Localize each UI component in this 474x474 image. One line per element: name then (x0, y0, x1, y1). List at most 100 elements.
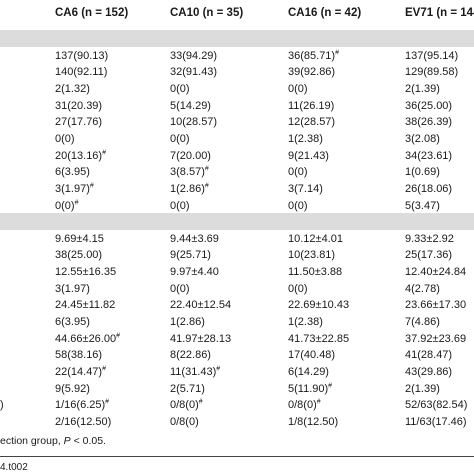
table-cell: 6(3.95) (55, 316, 90, 328)
table-row: 58(38.16) 8(22.86) 17(40.48) 41(28.47) (0, 347, 474, 365)
bottom-rule (0, 456, 474, 457)
table-row: 0(0) 0(0) 1(2.38) 3(2.08) (0, 131, 474, 149)
table-cell: 1/8(12.50) (288, 416, 339, 428)
table-cell: 26(18.06) (405, 183, 453, 195)
table-cell: 9.44±3.69 (170, 233, 219, 245)
table-cell: 0(0) (55, 133, 75, 145)
significance-mark: # (89, 182, 94, 190)
table-cell: 34(23.61) (405, 150, 453, 162)
significance-mark: # (102, 149, 106, 157)
table-cell: 0(0) (170, 83, 190, 95)
table-cell: ) (0, 399, 4, 411)
table-cell: 0(0) (170, 200, 190, 212)
table-cell: 2(1.32) (55, 83, 90, 95)
table-row: ) 1/16(6.25)# 0/8(0)# 0/8(0)# 52/63(82.54) (0, 397, 474, 415)
table-row: 3(1.97)# 1(2.86)# 3(7.14) 26(18.06) (0, 181, 474, 199)
table-cell: 38(26.39) (405, 116, 453, 128)
table-row: 24.45±11.82 22.40±12.54 22.69±10.43 23.66±1… (0, 297, 474, 315)
table-cell: 24.45±11.82 (55, 299, 116, 311)
table-cell: 36(85.71)# (288, 49, 339, 62)
table-cell: 11.50±3.88 (288, 266, 343, 278)
cell-value: 36(85.71) (288, 50, 336, 62)
table-row: 9.69±4.15 9.44±3.69 10.12±4.01 9.33±2.92 (0, 231, 474, 249)
table-row: 20(13.16)# 7(20.00) 9(21.43) 34(23.61) (0, 148, 474, 166)
significance-mark: # (216, 365, 221, 373)
table-row: 0(0)# 0(0) 0(0) 5(3.47) (0, 198, 474, 216)
table-header: CA6 (n = 152) CA10 (n = 35) CA16 (n = 42… (0, 2, 474, 22)
table-cell: 36(25.00) (405, 100, 453, 112)
table-row: 6(3.95) 3(8.57)# 0(0) 1(0.69) (0, 164, 474, 182)
cell-value: 1(2.86) (170, 183, 205, 195)
table-cell: 9.97±4.40 (170, 266, 219, 278)
significance-mark: # (105, 398, 110, 406)
table-row: 38(25.00) 9(25.71) 10(23.81) 25(17.36) (0, 247, 474, 265)
table-cell: 0(0) (288, 283, 308, 295)
table-cell: 1(2.38) (288, 133, 323, 145)
header-ev71: EV71 (n = 144 (405, 7, 474, 19)
table-row: 2/16(12.50) 0/8(0) 1/8(12.50) 11/63(17.46) (0, 414, 474, 432)
table-cell: 11(26.19) (288, 100, 335, 112)
table-cell: 9.69±4.15 (55, 233, 104, 245)
significance-mark: # (335, 49, 339, 57)
table-cell: 38(25.00) (55, 249, 103, 261)
header-ca6: CA6 (n = 152) (55, 7, 129, 19)
table-row: 31(20.39) 5(14.29) 11(26.19) 36(25.00) (0, 98, 474, 116)
cell-value: 0(0) (55, 200, 75, 212)
cell-value: 0/8(0) (170, 399, 199, 411)
significance-mark: # (198, 398, 203, 406)
table-cell: 9(21.43) (288, 150, 329, 162)
table-cell: 32(91.43) (170, 66, 218, 78)
table-cell: 5(3.47) (405, 200, 440, 212)
table-cell: 12.40±24.84 (405, 266, 467, 278)
table-cell: 7(4.86) (405, 316, 440, 328)
table-cell: 2/16(12.50) (55, 416, 112, 428)
table-cell: 129(89.58) (405, 66, 459, 78)
cell-value: 3(1.97) (55, 183, 90, 195)
table-cell: 58(38.16) (55, 349, 103, 361)
table-cell: 10(23.81) (288, 249, 336, 261)
table-cell: 17(40.48) (288, 349, 336, 361)
table-cell: 0(0) (170, 133, 190, 145)
table-cell: 37.92±23.69 (405, 333, 467, 345)
significance-mark: # (316, 398, 321, 406)
table-cell: 52/63(82.54) (405, 399, 468, 411)
table-cell: 27(17.76) (55, 116, 103, 128)
table-cell: 6(14.29) (288, 366, 329, 378)
table-cell: 2(1.39) (405, 83, 440, 95)
table-cell: 3(2.08) (405, 133, 440, 145)
table-row: 22(14.47)# 11(31.43)# 6(14.29) 43(29.86) (0, 364, 474, 382)
table-row: 44.66±26.00# 41.97±28.13 41.73±22.85 37.92±… (0, 331, 474, 349)
table-cell: 25(17.36) (405, 249, 453, 261)
table-cell: 22.69±10.43 (288, 299, 350, 311)
significance-mark: # (116, 332, 120, 340)
table-row: 27(17.76) 10(28.57) 12(28.57) 38(26.39) (0, 114, 474, 132)
table-cell: 23.66±17.30 (405, 299, 467, 311)
footnote-text: ection group, (0, 435, 64, 447)
table-cell: 137(90.13) (55, 50, 109, 62)
table-cell: 43(29.86) (405, 366, 453, 378)
table-cell: 22(14.47)# (55, 365, 106, 378)
table-row: 137(90.13) 33(94.29) 36(85.71)# 137(95.14) (0, 48, 474, 66)
table-cell: 1/16(6.25)# (55, 398, 110, 411)
table-cell: 5(14.29) (170, 100, 211, 112)
doi-label: 4.t002 (0, 462, 28, 473)
footnote-rest: < 0.05. (70, 435, 106, 447)
table-cell: 11(31.43)# (170, 365, 221, 378)
table-cell: 10.12±4.01 (288, 233, 343, 245)
cell-value: 0/8(0) (288, 399, 317, 411)
table-cell: 9.33±2.92 (405, 233, 454, 245)
table-row: 3(1.97) 0(0) 0(0) 4(2.78) (0, 281, 474, 299)
table-cell: 1(0.69) (405, 166, 440, 178)
table-row: 6(3.95) 1(2.86) 1(2.38) 7(4.86) (0, 314, 474, 332)
table-row: 12.55±16.35 9.97±4.40 11.50±3.88 12.40±24.8… (0, 264, 474, 282)
table-cell: 0(0)# (55, 199, 78, 212)
table-row: 9(5.92) 2(5.71) 5(11.90)# 2(1.39) (0, 381, 474, 399)
table-cell: 1(2.86) (170, 316, 205, 328)
table-cell: 3(8.57)# (170, 165, 209, 178)
table-cell: 12(28.57) (288, 116, 336, 128)
table-cell: 6(3.95) (55, 166, 90, 178)
table-row: 140(92.11) 32(91.43) 39(92.86) 129(89.58) (0, 64, 474, 82)
table-cell: 137(95.14) (405, 50, 459, 62)
significance-mark: # (204, 182, 209, 190)
table-cell: 8(22.86) (170, 349, 211, 361)
